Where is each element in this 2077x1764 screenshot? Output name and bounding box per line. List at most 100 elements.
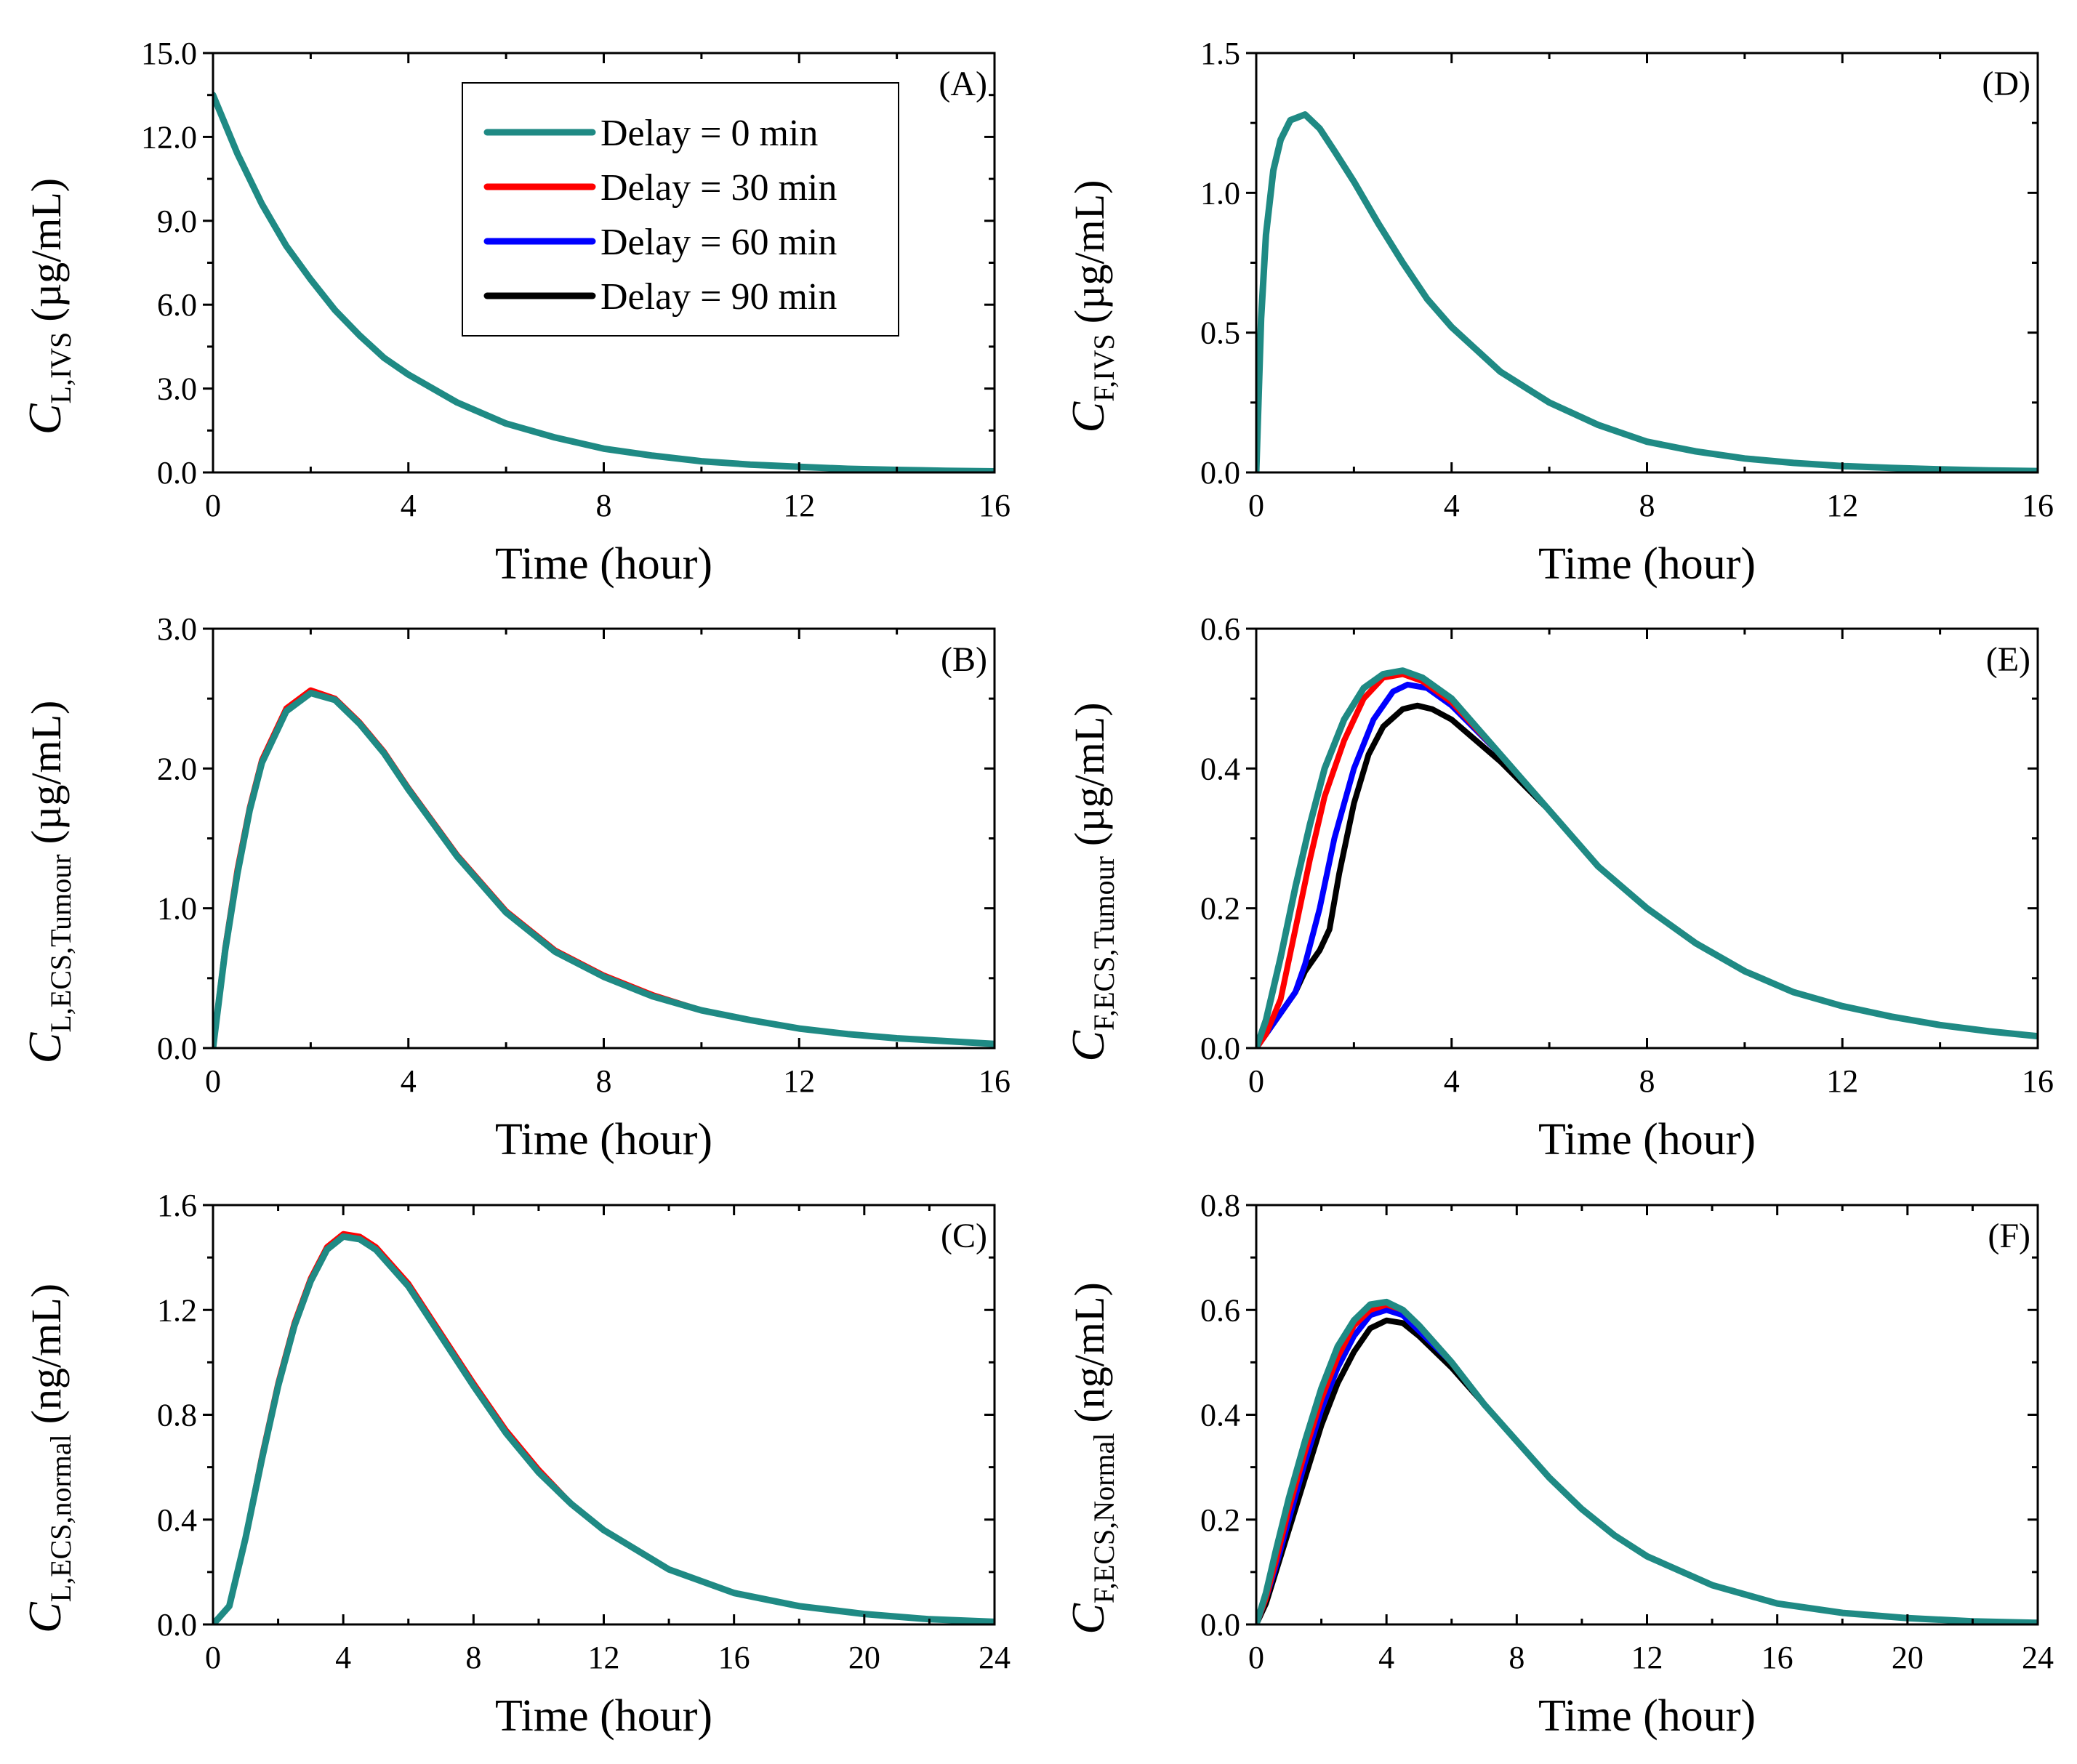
y-axis-title-symbol: C	[19, 1031, 71, 1063]
x-tick-label: 4	[401, 1063, 417, 1099]
y-tick-label: 9.0	[157, 204, 197, 239]
series-line-delay-60	[1256, 1307, 2038, 1624]
y-tick-label: 1.5	[1200, 36, 1240, 71]
y-axis-title-unit: (µg/mL)	[23, 701, 70, 845]
y-axis-title: CF,IVS (µg/mL)	[1062, 180, 1120, 433]
series-line-delay-30	[1256, 671, 2038, 1048]
panel-label: (B)	[941, 640, 987, 679]
y-tick-label: 0.8	[1200, 1188, 1240, 1223]
y-tick-label: 0.0	[1200, 1031, 1240, 1066]
panel-label: (E)	[1986, 640, 2030, 679]
legend-label: Delay = 30 min	[600, 167, 837, 209]
plot-frame	[212, 627, 996, 1050]
panel-label: (C)	[941, 1217, 987, 1255]
y-axis-title-subscript: L,ECS,normal	[44, 1434, 77, 1602]
panel-a: 0 4 8 12 16 0.0 3.0 6.0 9.0 12.0 15.0 (A) Time (hour…	[19, 36, 1011, 589]
legend-label: Delay = 0 min	[600, 113, 818, 154]
y-tick-label: 0.0	[1200, 1607, 1240, 1643]
x-tick-label: 16	[1761, 1640, 1793, 1675]
panel-b: 0 4 8 12 16 0.0 1.0 2.0 3.0 (B) Time (hour) CL,ECS,…	[19, 611, 1011, 1164]
y-tick-label: 3.0	[157, 371, 197, 407]
x-tick-label: 12	[783, 1063, 815, 1099]
y-tick-label: 0.0	[157, 1607, 197, 1643]
x-tick-label: 4	[335, 1640, 351, 1675]
x-tick-label: 20	[1892, 1640, 1924, 1675]
y-axis-title-subscript: L,IVS	[44, 332, 77, 404]
panel-f: 0 4 8 12 16 20 24 0.0 0.2 0.4 0.6 0.8 (F) Time (hour)…	[1062, 1188, 2054, 1741]
y-axis-title-symbol: C	[19, 1601, 71, 1633]
series-line-delay-30	[213, 687, 995, 1048]
y-tick-label: 0.6	[1200, 611, 1240, 647]
y-tick-label: 0.4	[1200, 751, 1240, 786]
panel-c: 0 4 8 12 16 20 24 0.0 0.4 0.8 1.2 1.6 (C) Time (hour)…	[19, 1188, 1011, 1741]
x-axis-title: Time (hour)	[495, 1691, 712, 1741]
panel-label: (D)	[1982, 65, 2030, 103]
y-tick-label: 15.0	[141, 36, 197, 71]
x-tick-label: 4	[401, 488, 417, 523]
y-tick-label: 0.4	[157, 1502, 197, 1538]
y-tick-label: 2.0	[157, 751, 197, 786]
x-tick-label: 8	[596, 1063, 612, 1099]
y-axis-title: CF,ECS,Tumour (µg/mL)	[1062, 702, 1120, 1061]
y-tick-label: 1.2	[157, 1292, 197, 1328]
x-tick-label: 20	[848, 1640, 880, 1675]
series-line-delay-0	[1256, 111, 2038, 472]
x-tick-label: 24	[2022, 1640, 2054, 1675]
y-tick-label: 0.5	[1200, 315, 1240, 351]
y-axis-title: CL,ECS,normal (ng/mL)	[19, 1284, 77, 1633]
y-axis-title-unit: (µg/mL)	[1066, 180, 1113, 324]
y-axis-title-symbol: C	[1062, 1030, 1114, 1062]
x-tick-label: 16	[979, 488, 1011, 523]
x-tick-label: 4	[1444, 488, 1460, 523]
series-line-delay-0	[1256, 667, 2038, 1048]
plot-frame	[1255, 1204, 2039, 1626]
y-axis-title-unit: (ng/mL)	[23, 1284, 70, 1424]
x-tick-label: 0	[205, 488, 221, 523]
legend: Delay = 0 min Delay = 30 min Delay = 60 mi…	[462, 82, 899, 337]
y-tick-label: 0.0	[157, 455, 197, 491]
x-tick-label: 8	[1639, 488, 1655, 523]
x-tick-label: 0	[1248, 1063, 1264, 1099]
y-tick-label: 0.2	[1200, 1502, 1240, 1538]
series-line-delay-90	[1256, 702, 2038, 1048]
panel-label: (F)	[1988, 1217, 2030, 1255]
y-axis-title: CL,ECS,Tumour (µg/mL)	[19, 701, 77, 1064]
x-tick-label: 16	[979, 1063, 1011, 1099]
panel-d: 0 4 8 12 16 0.0 0.5 1.0 1.5 (D) Time (hour) CF,IVS (…	[1062, 36, 2054, 589]
x-tick-label: 8	[1508, 1640, 1524, 1675]
x-tick-label: 8	[1639, 1063, 1655, 1099]
y-axis-title-unit: (µg/mL)	[1066, 702, 1113, 846]
y-axis-title-symbol: C	[1062, 400, 1114, 432]
series-line-delay-0	[1256, 1298, 2038, 1624]
x-tick-label: 12	[783, 488, 815, 523]
y-axis-title-symbol: C	[19, 403, 71, 435]
series-line-delay-90	[1256, 1317, 2038, 1624]
x-tick-label: 0	[1248, 1640, 1264, 1675]
legend-label: Delay = 60 min	[600, 222, 837, 263]
y-axis-title-subscript: F,ECS,Normal	[1088, 1433, 1120, 1604]
series-line-delay-30	[213, 1231, 995, 1624]
x-axis-title: Time (hour)	[1538, 539, 1756, 589]
plot-frame	[1255, 52, 2039, 474]
y-axis-title-symbol: C	[1062, 1603, 1114, 1635]
y-axis-title-unit: (ng/mL)	[1066, 1282, 1113, 1422]
x-tick-label: 12	[588, 1640, 620, 1675]
x-tick-label: 0	[205, 1640, 221, 1675]
y-tick-label: 1.0	[157, 891, 197, 927]
x-tick-label: 4	[1444, 1063, 1460, 1099]
x-tick-label: 16	[2022, 1063, 2054, 1099]
y-axis-title: CF,ECS,Normal (ng/mL)	[1062, 1282, 1120, 1635]
series-line-delay-0	[213, 1233, 995, 1624]
y-tick-label: 1.0	[1200, 175, 1240, 211]
y-tick-label: 0.6	[1200, 1292, 1240, 1328]
y-tick-label: 0.2	[1200, 891, 1240, 927]
y-tick-label: 6.0	[157, 287, 197, 323]
y-axis-title: CL,IVS (µg/mL)	[19, 178, 77, 435]
x-tick-label: 0	[205, 1063, 221, 1099]
x-tick-label: 12	[1826, 1063, 1858, 1099]
x-axis-title: Time (hour)	[495, 539, 712, 589]
y-tick-label: 0.4	[1200, 1398, 1240, 1433]
x-tick-label: 16	[718, 1640, 750, 1675]
y-tick-label: 1.6	[157, 1188, 197, 1223]
